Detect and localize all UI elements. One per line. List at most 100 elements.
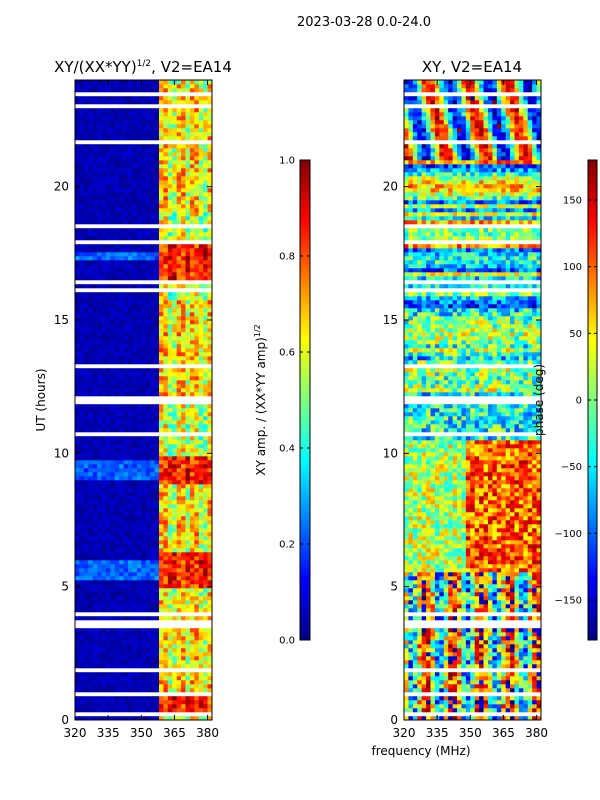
heatmap-cell — [79, 656, 85, 661]
heatmap-cell — [203, 372, 208, 377]
heatmap-cell — [110, 512, 116, 517]
heatmap-cell — [123, 264, 129, 269]
heatmap-cell — [167, 476, 173, 481]
heatmap-cell — [172, 536, 177, 541]
heatmap-cell — [136, 236, 142, 241]
heatmap-cell — [150, 284, 155, 289]
heatmap-cell — [158, 272, 164, 277]
heatmap-cell — [207, 100, 213, 105]
heatmap-cell — [172, 120, 177, 125]
heatmap-cell — [167, 136, 173, 141]
heatmap-cell — [185, 384, 191, 389]
heatmap-cell — [136, 592, 142, 597]
heatmap-cell — [163, 128, 169, 133]
heatmap-cell — [123, 344, 129, 349]
heatmap-cell — [132, 520, 138, 525]
heatmap-cell — [119, 196, 124, 201]
colorbar-cell — [300, 596, 310, 601]
heatmap-cell — [128, 444, 133, 449]
heatmap-cell — [123, 436, 129, 441]
heatmap-cell — [145, 376, 151, 381]
colorbar-cell — [300, 456, 310, 461]
colorbar-cell — [300, 188, 310, 193]
heatmap-cell — [88, 332, 93, 337]
heatmap-cell — [123, 548, 129, 553]
heatmap-cell — [172, 440, 177, 445]
heatmap-cell — [114, 512, 120, 517]
heatmap-cell — [154, 528, 160, 533]
heatmap-cell — [145, 228, 151, 233]
heatmap-cell — [145, 380, 151, 385]
heatmap-cell — [172, 304, 177, 309]
heatmap-cell — [207, 412, 213, 417]
heatmap-cell — [198, 392, 204, 397]
heatmap-cell — [123, 356, 129, 361]
heatmap-cell — [132, 608, 138, 613]
heatmap-cell — [470, 680, 476, 685]
heatmap-cell — [141, 236, 147, 241]
heatmap-cell — [83, 172, 89, 177]
heatmap-cell — [92, 272, 98, 277]
heatmap-cell — [88, 472, 93, 477]
heatmap-cell — [141, 116, 147, 121]
heatmap-cell — [79, 152, 85, 157]
heatmap-cell — [172, 216, 177, 221]
heatmap-cell — [110, 684, 116, 689]
heatmap-cell — [203, 480, 208, 485]
heatmap-cell — [92, 156, 98, 161]
heatmap-cell — [141, 384, 147, 389]
heatmap-cell — [88, 584, 93, 589]
heatmap-cell — [207, 172, 213, 177]
heatmap-cell — [203, 144, 208, 149]
heatmap-cell — [185, 376, 191, 381]
heatmap-cell — [154, 340, 160, 345]
heatmap-cell — [154, 100, 160, 105]
heatmap-cell — [176, 576, 182, 581]
heatmap-cell — [123, 296, 129, 301]
heatmap-cell — [150, 444, 155, 449]
heatmap-cell — [79, 492, 85, 497]
colorbar-cell — [300, 228, 310, 233]
heatmap-cell — [128, 256, 133, 261]
heatmap-cell — [181, 600, 186, 605]
heatmap-cell — [145, 540, 151, 545]
heatmap-cell — [92, 352, 98, 357]
heatmap-cell — [79, 696, 85, 701]
heatmap-cell — [92, 584, 98, 589]
heatmap-cell — [501, 684, 506, 689]
heatmap-cell — [194, 424, 200, 429]
heatmap-cell — [132, 516, 138, 521]
heatmap-cell — [154, 216, 160, 221]
heatmap-cell — [119, 260, 124, 265]
heatmap-cell — [483, 680, 489, 685]
heatmap-cell — [101, 220, 107, 225]
heatmap-cell — [404, 688, 409, 693]
heatmap-cell — [185, 644, 191, 649]
heatmap-cell — [110, 312, 116, 317]
heatmap-cell — [119, 636, 124, 641]
heatmap-cell — [181, 244, 186, 249]
heatmap-cell — [97, 372, 102, 377]
heatmap-cell — [145, 572, 151, 577]
heatmap-cell — [119, 116, 124, 121]
heatmap-cell — [75, 340, 80, 345]
heatmap-cell — [163, 452, 169, 457]
heatmap-cell — [150, 336, 155, 341]
heatmap-cell — [114, 408, 120, 413]
heatmap-cell — [176, 520, 182, 525]
heatmap-cell — [119, 232, 124, 237]
heatmap-cell — [145, 384, 151, 389]
heatmap-cell — [92, 216, 98, 221]
heatmap-cell — [189, 704, 195, 709]
heatmap-cell — [123, 464, 129, 469]
heatmap-cell — [185, 380, 191, 385]
heatmap-cell — [194, 416, 200, 421]
heatmap-cell — [128, 652, 133, 657]
heatmap-cell — [79, 340, 85, 345]
heatmap-cell — [176, 172, 182, 177]
heatmap-cell — [172, 456, 177, 461]
heatmap-cell — [185, 248, 191, 253]
heatmap-cell — [194, 632, 200, 637]
heatmap-cell — [203, 264, 208, 269]
heatmap-cell — [114, 648, 120, 653]
